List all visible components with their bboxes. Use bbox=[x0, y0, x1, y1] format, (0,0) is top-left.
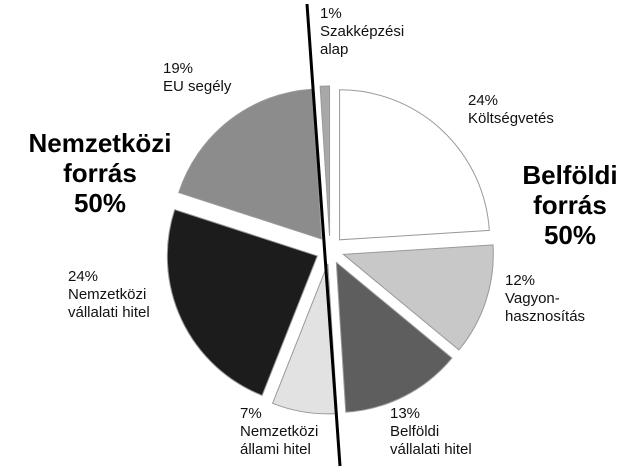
pie-slice bbox=[335, 261, 453, 413]
value-label: 24% bbox=[468, 92, 499, 109]
value-label: 7% bbox=[240, 405, 262, 422]
value-label: 19% bbox=[163, 60, 194, 77]
pie-slice bbox=[319, 85, 331, 237]
pie-slice bbox=[339, 89, 490, 241]
slice-label: 24% Költségvetés bbox=[468, 92, 554, 128]
value-label: 1% bbox=[320, 5, 342, 22]
category-label: EU segély bbox=[163, 78, 232, 95]
category-label: Belföldi vállalati hitel bbox=[390, 423, 472, 458]
slice-label: 13% Belföldi vállalati hitel bbox=[390, 405, 472, 459]
slice-label: 24% Nemzetközi vállalati hitel bbox=[68, 268, 150, 322]
slice-label: 7% Nemzetközi állami hitel bbox=[240, 405, 318, 459]
value-label: 12% bbox=[505, 272, 536, 289]
pie-slice bbox=[166, 208, 318, 397]
category-label: Szakképzési alap bbox=[320, 23, 405, 58]
slice-label: 1% Szakképzési alap bbox=[320, 5, 404, 59]
category-label: Vagyon- hasznosítás bbox=[505, 290, 586, 325]
annotation: Belföldi forrás 50% bbox=[522, 160, 618, 250]
value-label: 24% bbox=[68, 268, 99, 285]
divider-line bbox=[305, 3, 342, 467]
category-label: Nemzetközi vállalati hitel bbox=[68, 286, 150, 321]
annotation: Nemzetközi forrás 50% bbox=[28, 128, 172, 218]
value-label: 13% bbox=[390, 405, 421, 422]
slice-label: 12% Vagyon- hasznosítás bbox=[505, 272, 585, 326]
slice-label: 19% EU segély bbox=[163, 60, 231, 96]
category-label: Költségvetés bbox=[468, 110, 554, 127]
category-label: Nemzetközi állami hitel bbox=[240, 423, 319, 458]
pie-slice bbox=[342, 244, 494, 351]
pie-slice bbox=[178, 88, 322, 240]
